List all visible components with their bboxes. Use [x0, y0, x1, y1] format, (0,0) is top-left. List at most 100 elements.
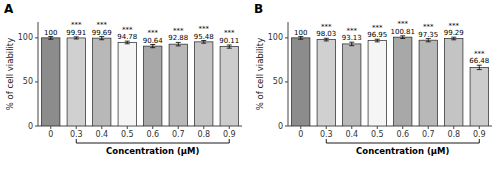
y-tick — [285, 37, 288, 38]
error-cap — [298, 39, 303, 40]
x-tick-label: 0 — [48, 130, 53, 139]
y-tick-label: 100 — [268, 33, 283, 42]
bar — [220, 47, 238, 126]
x-tick — [178, 126, 179, 129]
significance: *** — [347, 27, 358, 35]
error-line — [479, 65, 480, 69]
panel-label: A — [4, 2, 14, 16]
x-tick-label: 0.8 — [447, 130, 460, 139]
x-tick — [203, 126, 204, 129]
data-label: 66.48 — [469, 57, 489, 65]
bar — [169, 44, 187, 126]
error-bar — [201, 41, 206, 44]
x-tick — [377, 126, 378, 129]
y-tick-label: 100 — [18, 33, 33, 42]
x-tick-label: 0.7 — [422, 130, 435, 139]
error-cap — [375, 41, 380, 42]
x-tick — [152, 126, 153, 129]
x-tick — [76, 126, 77, 129]
x-tick — [351, 126, 352, 129]
data-label: 99.69 — [92, 29, 112, 37]
x-tick — [453, 126, 454, 129]
bar — [42, 38, 60, 126]
bar — [394, 37, 412, 126]
bar — [343, 44, 361, 126]
x-tick-label: 0.4 — [95, 130, 108, 139]
x-tick-label: 0.3 — [70, 130, 83, 139]
significance: *** — [449, 22, 460, 30]
data-label: 100.81 — [391, 28, 416, 36]
panel: A% of cell viability05010001000.399.91**… — [4, 2, 242, 156]
error-cap — [125, 43, 130, 44]
x-tick-label: 0.9 — [223, 130, 236, 139]
error-cap — [150, 47, 155, 48]
error-cap — [176, 45, 181, 46]
error-bar — [477, 65, 482, 69]
error-cap — [74, 39, 79, 40]
data-label: 99.29 — [444, 29, 464, 37]
error-cap — [99, 39, 104, 40]
y-tick-label: 50 — [23, 77, 33, 86]
significance: *** — [199, 25, 210, 33]
x-tick-label: 0.9 — [473, 130, 486, 139]
bar — [292, 38, 310, 126]
bar — [93, 38, 111, 126]
x-tick — [127, 126, 128, 129]
error-cap — [48, 39, 53, 40]
data-label: 100 — [294, 29, 307, 37]
significance: *** — [321, 23, 332, 31]
y-tick-label: 0 — [28, 122, 33, 131]
data-label: 93.13 — [342, 34, 362, 42]
x-tick — [428, 126, 429, 129]
x-tick-label: 0 — [298, 130, 303, 139]
significance: *** — [71, 21, 82, 29]
bars — [42, 37, 239, 126]
x-tick — [300, 126, 301, 129]
error-bar — [400, 36, 405, 39]
error-line — [178, 42, 179, 46]
data-label: 96.95 — [367, 31, 387, 39]
data-label: 92.88 — [168, 34, 188, 42]
panel-label: B — [254, 2, 263, 16]
x-tick-label: 0.3 — [320, 130, 333, 139]
data-label: 98.03 — [316, 30, 336, 38]
data-label: 97.35 — [418, 31, 438, 39]
bracket — [76, 139, 229, 143]
y-tick — [35, 126, 38, 127]
error-line — [428, 39, 429, 42]
error-bar — [349, 42, 354, 46]
error-cap — [349, 45, 354, 46]
x-tick-label: 0.5 — [371, 130, 384, 139]
data-label: 90.64 — [143, 37, 164, 45]
error-line — [152, 45, 153, 48]
bar — [118, 42, 136, 126]
significance: *** — [423, 23, 434, 31]
significance: *** — [372, 24, 383, 32]
error-line — [101, 37, 102, 40]
bars — [292, 36, 489, 126]
y-tick — [35, 37, 38, 38]
x-tick-label: 0.8 — [197, 130, 210, 139]
bar — [445, 38, 463, 126]
error-cap — [324, 40, 329, 41]
error-bar — [74, 37, 79, 39]
x-axis-label: Concentration (μM) — [356, 146, 449, 156]
error-bar — [375, 39, 380, 42]
bar — [67, 38, 85, 126]
bracket — [326, 139, 479, 143]
data-label: 95.48 — [194, 33, 214, 41]
significance: *** — [97, 21, 108, 29]
bar — [470, 67, 488, 126]
data-label: 100 — [44, 29, 57, 37]
y-tick-label: 0 — [278, 122, 283, 131]
error-bar — [227, 45, 232, 48]
data-label: 90.11 — [219, 37, 239, 45]
y-tick — [285, 81, 288, 82]
error-cap — [227, 48, 232, 49]
error-bar — [150, 45, 155, 48]
error-bar — [125, 41, 130, 44]
x-tick-label: 0.5 — [121, 130, 134, 139]
x-tick-label: 0.6 — [146, 130, 159, 139]
significance: *** — [398, 20, 409, 28]
error-line — [229, 45, 230, 48]
